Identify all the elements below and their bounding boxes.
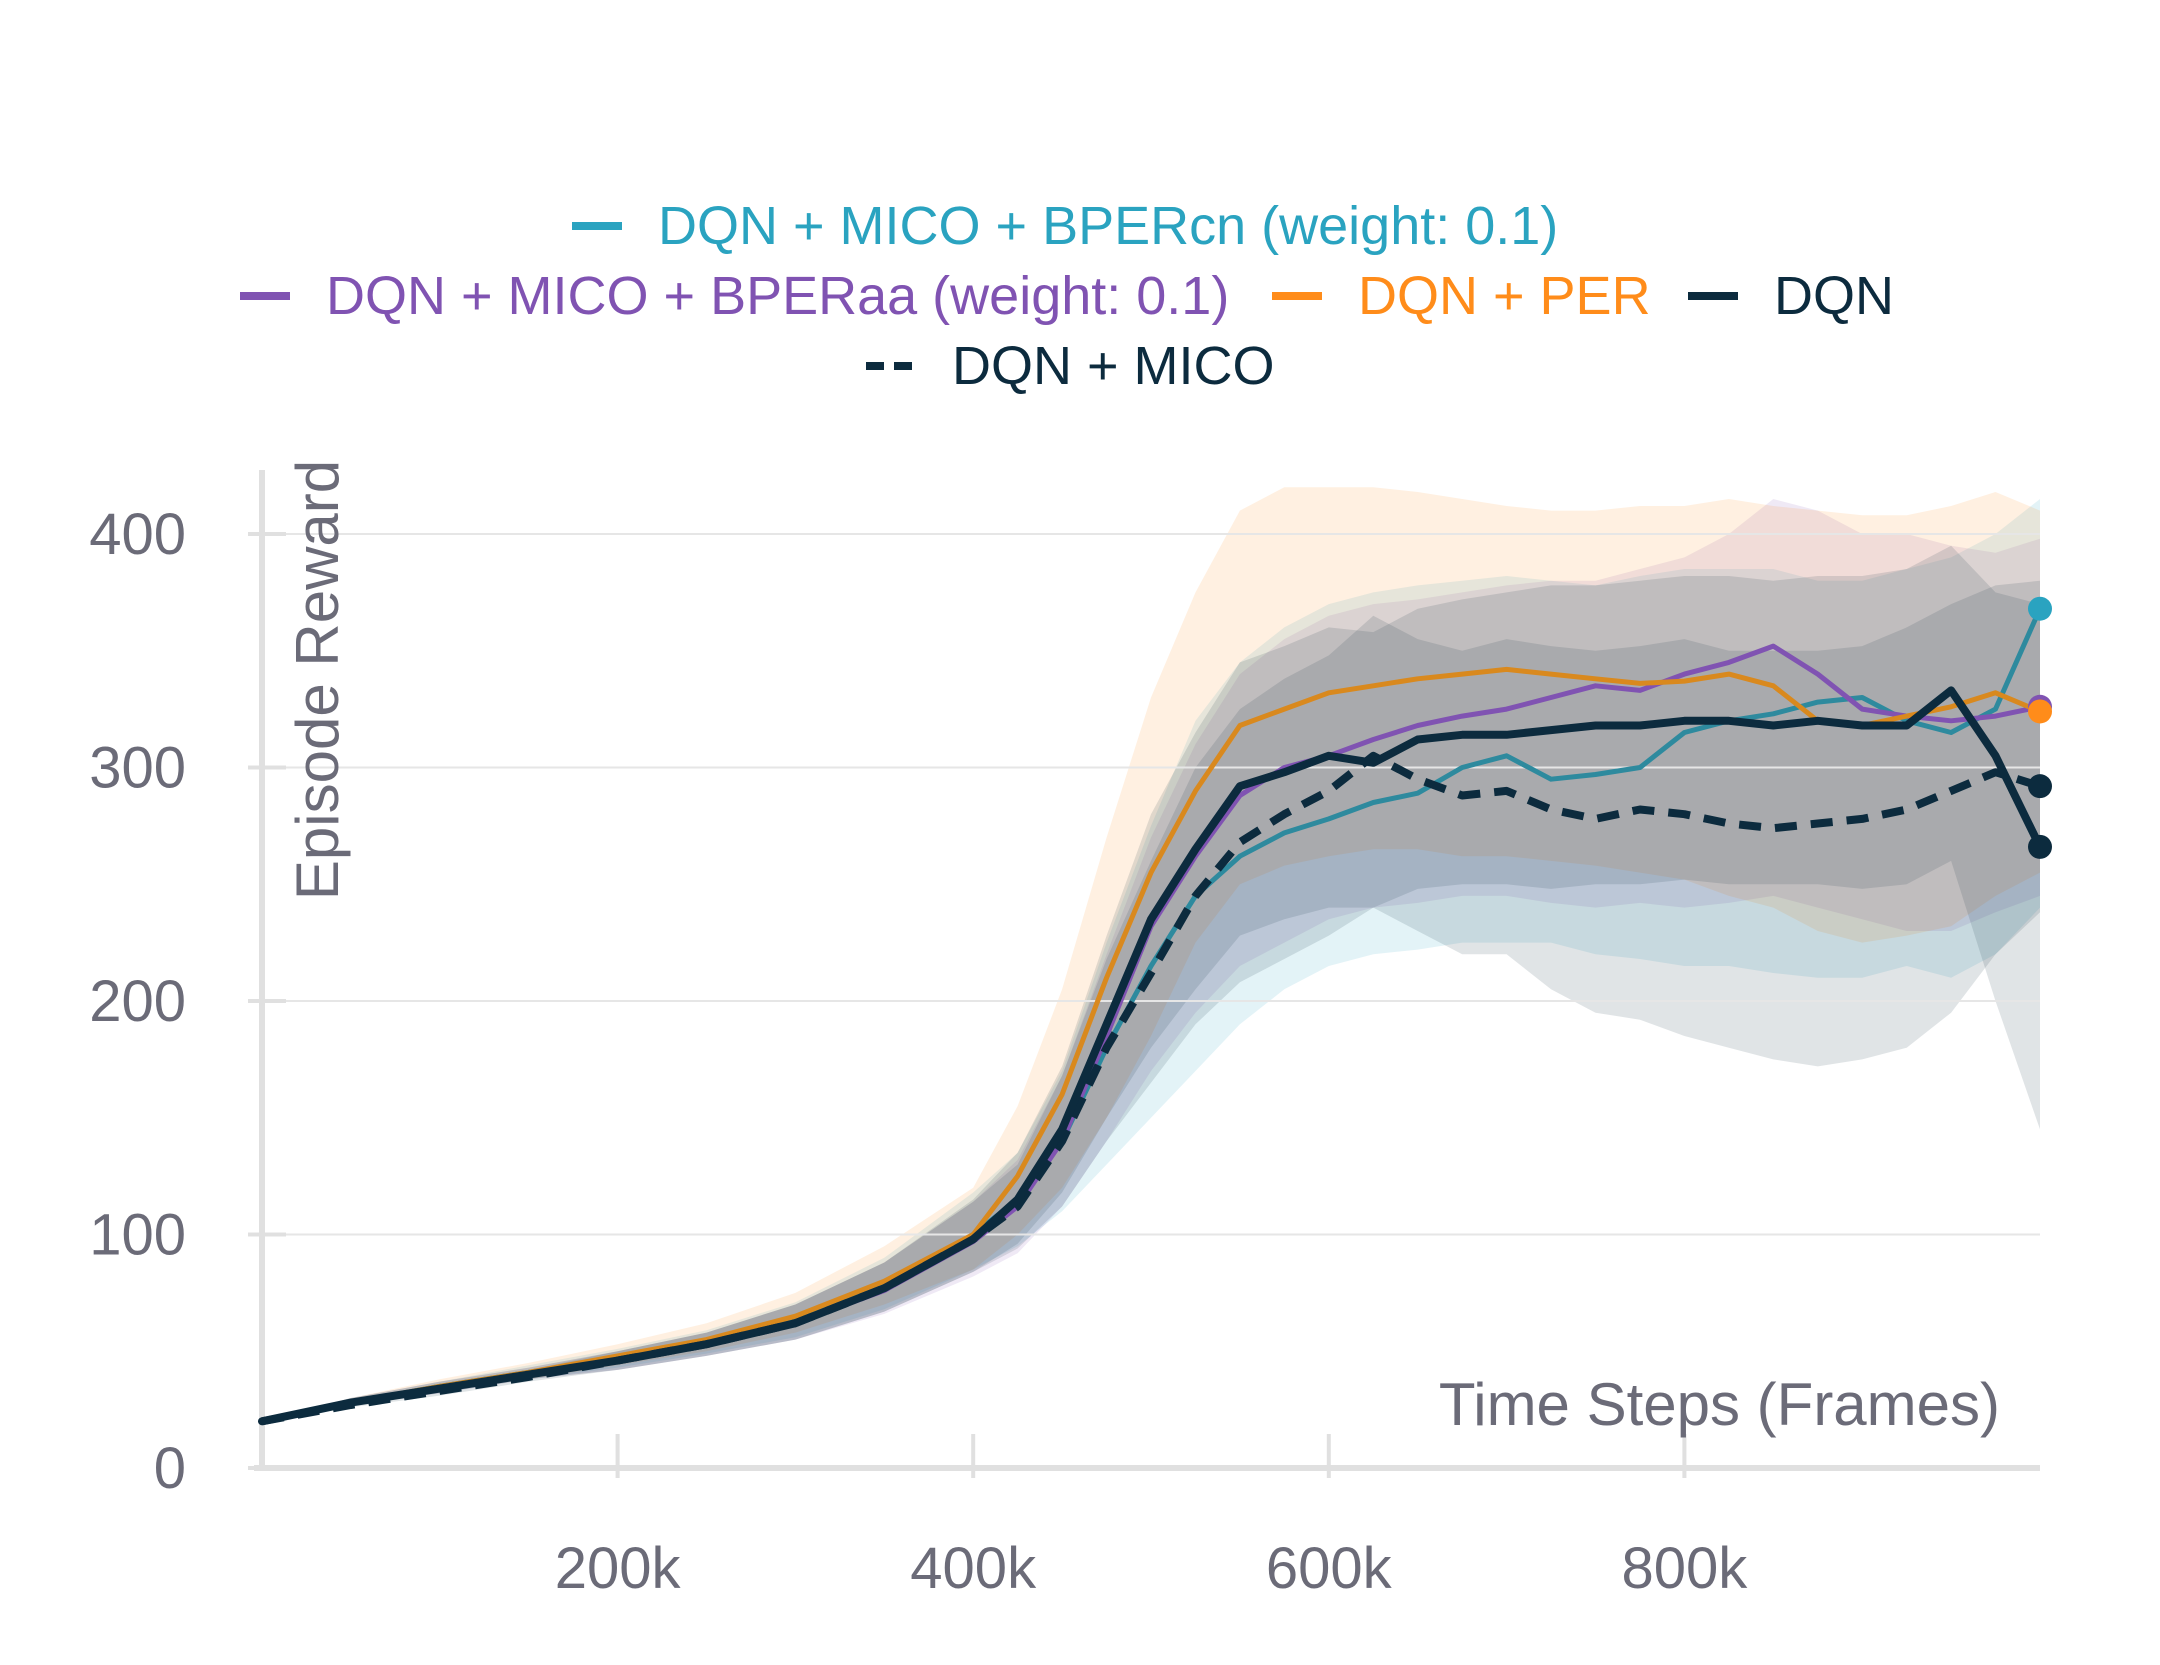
x-tick-label: 200k (555, 1536, 682, 1601)
y-tick-label: 0 (154, 1436, 186, 1501)
legend-item-dqn: DQN (1688, 266, 1894, 326)
confidence-band-dqn (262, 545, 2040, 1422)
y-tick-label: 200 (89, 969, 186, 1034)
y-tick-label: 100 (89, 1203, 186, 1268)
legend-item-bpercn: DQN + MICO + BPERcn (weight: 0.1) (572, 196, 1558, 256)
x-tick-label: 400k (910, 1536, 1037, 1601)
y-tick-label: 300 (89, 736, 186, 801)
series-line-dqn (258, 686, 2044, 1426)
confidence-band-bpercn (262, 499, 2040, 1422)
legend-label: DQN + MICO (952, 336, 1275, 396)
confidence-band-bperaa (262, 499, 2040, 1422)
series-end-marker-dqn_mico (2028, 774, 2052, 799)
series-line-per (259, 666, 2043, 1424)
legend: DQN + MICO + BPERcn (weight: 0.1) DQN + M… (240, 196, 1894, 396)
series-end-marker-bpercn (2028, 596, 2052, 621)
x-tick-label: 800k (1622, 1536, 1749, 1601)
series-end-markers (2028, 596, 2052, 859)
legend-label: DQN + PER (1358, 266, 1651, 326)
legend-label: DQN + MICO + BPERcn (weight: 0.1) (658, 196, 1558, 256)
legend-item-bperaa: DQN + MICO + BPERaa (weight: 0.1) (240, 266, 1229, 326)
legend-item-per: DQN + PER (1272, 266, 1651, 326)
legend-label: DQN + MICO + BPERaa (weight: 0.1) (326, 266, 1229, 326)
x-axis-title: Time Steps (Frames) (1439, 1371, 2000, 1438)
series-end-marker-dqn (2028, 834, 2052, 859)
confidence-band-per (262, 487, 2040, 1422)
series-end-marker-per (2028, 699, 2052, 724)
series-lines (258, 606, 2044, 1426)
y-axis-title: Episode Reward (284, 460, 351, 900)
x-tick-label: 600k (1266, 1536, 1393, 1601)
tick-labels: 0 100 200 300 400 200k 400k 600k 800k (89, 502, 1748, 1601)
legend-item-dqn_mico: DQN + MICO (866, 336, 1275, 396)
confidence-bands (262, 487, 2040, 1422)
axes (248, 470, 2040, 1478)
gridlines (262, 533, 2040, 1236)
legend-label: DQN (1774, 266, 1894, 326)
y-tick-label: 400 (89, 502, 186, 567)
